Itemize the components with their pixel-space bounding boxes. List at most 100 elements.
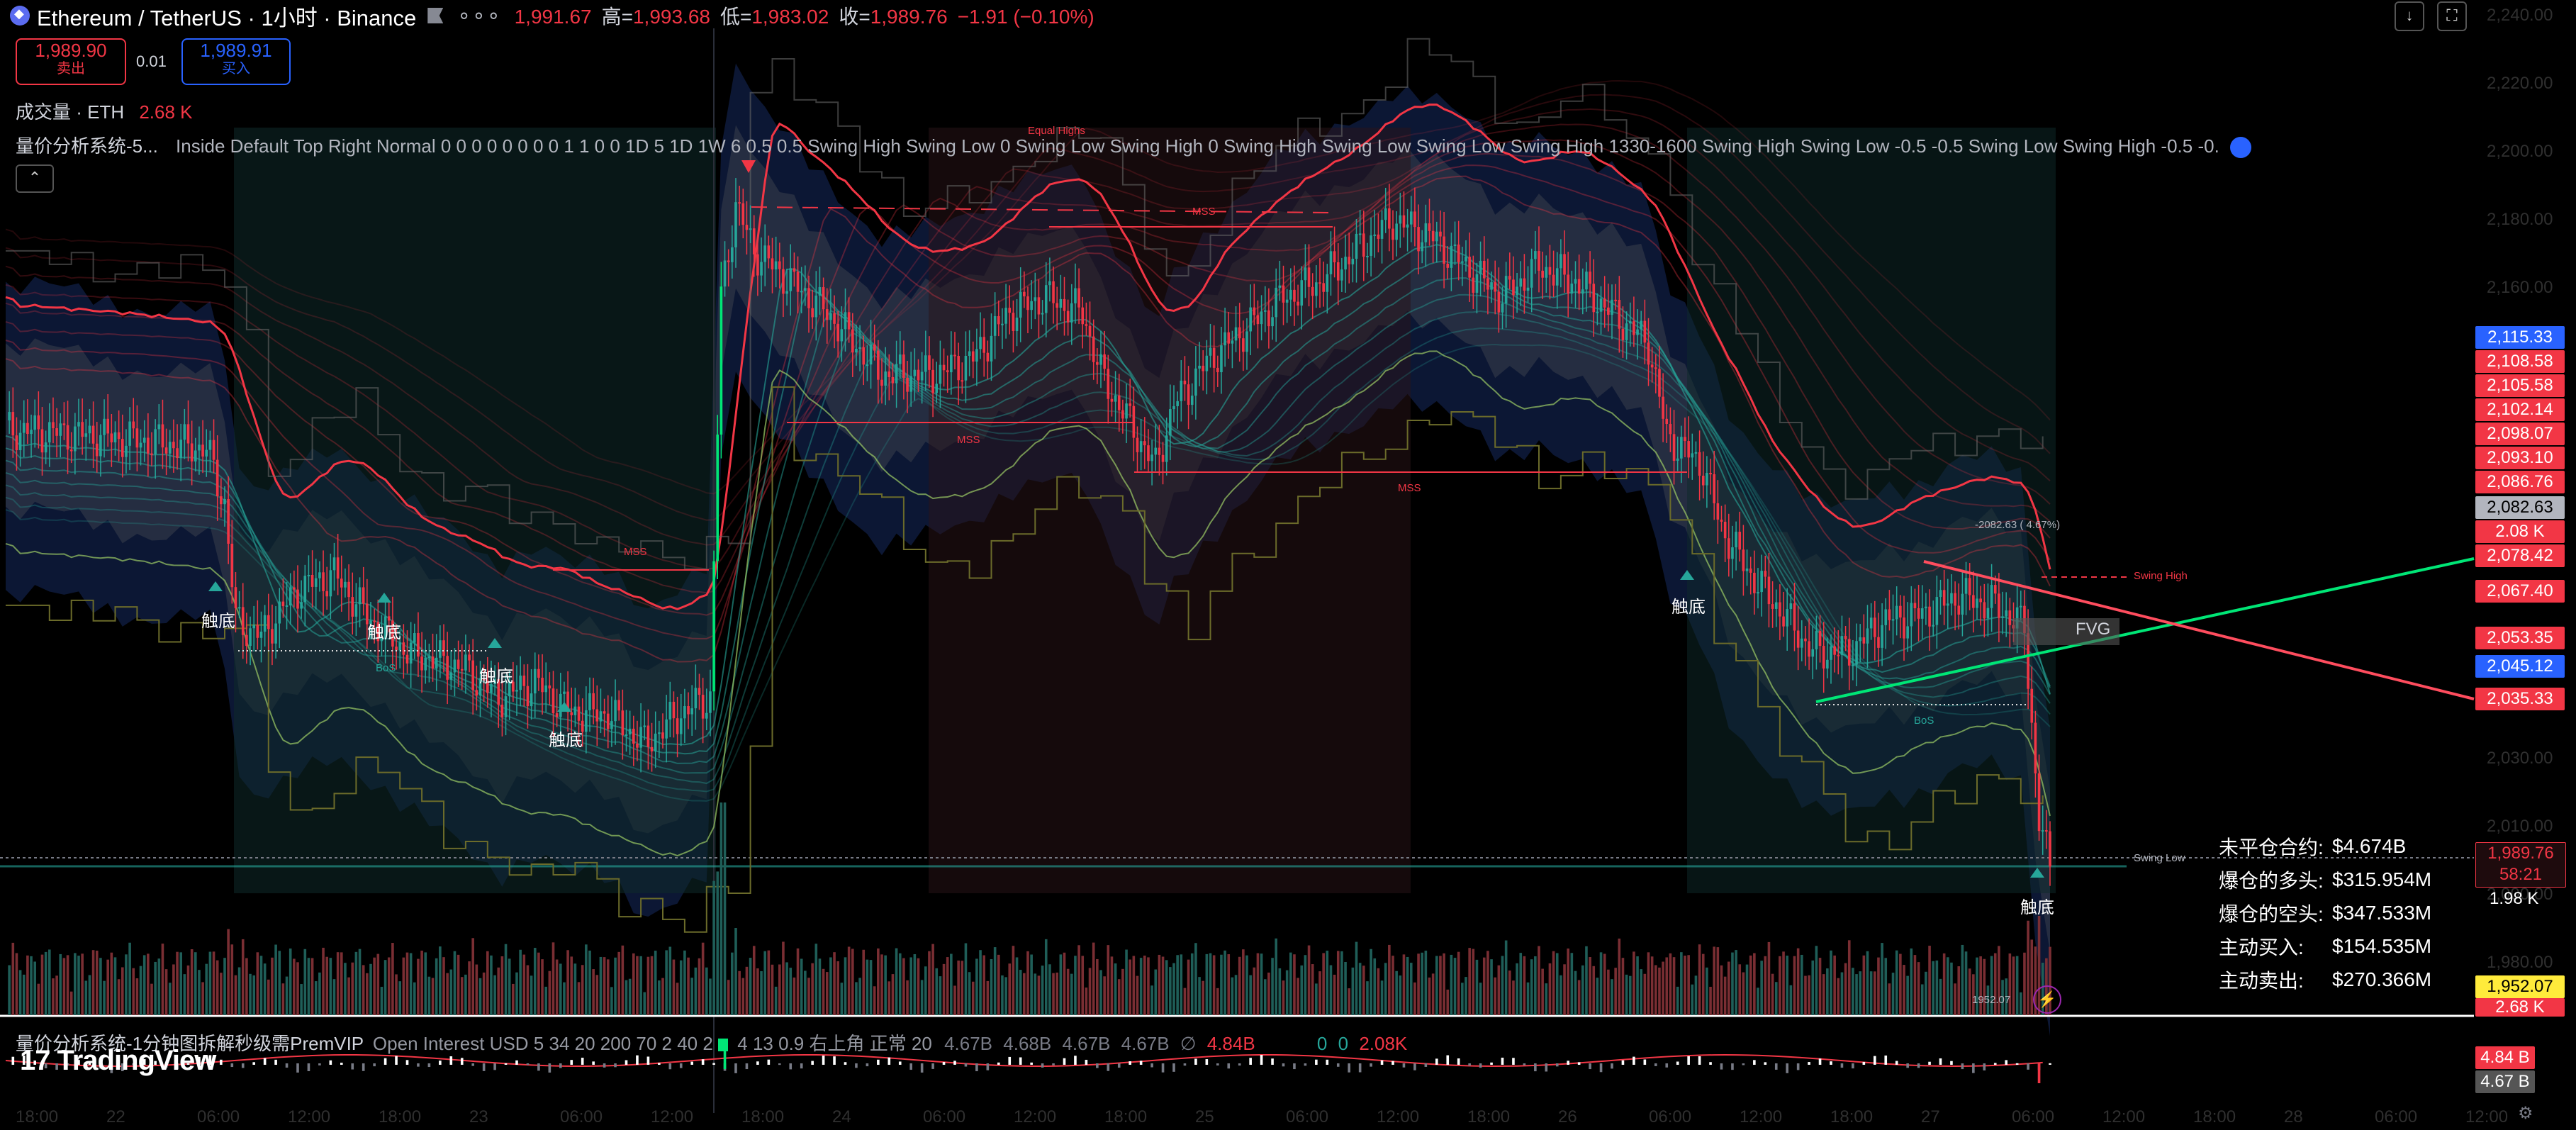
touch-bottom-marker <box>208 581 223 591</box>
candle-body <box>968 351 971 357</box>
candle-body <box>267 615 270 630</box>
oi-bar <box>1074 1056 1077 1065</box>
volume-bar <box>1636 956 1639 1015</box>
candle-body <box>1238 327 1241 339</box>
candle-body <box>1351 259 1355 264</box>
candle-body <box>512 681 515 692</box>
volume-bar <box>1326 950 1329 1015</box>
volume-bar <box>1552 951 1555 1015</box>
touch-bottom-marker <box>557 702 571 712</box>
collapse-legend-icon[interactable]: ⌃ <box>16 164 54 193</box>
candle-body <box>1472 277 1475 293</box>
volume-bar <box>135 978 139 1015</box>
oi-bar <box>1709 1062 1712 1065</box>
bos-label: BoS <box>376 662 396 674</box>
volume-bar <box>643 992 646 1015</box>
volume-bar <box>405 952 409 1015</box>
candle-body <box>1297 301 1299 306</box>
volume-bar <box>504 944 508 1015</box>
volume-bar <box>1961 944 1964 1015</box>
candle-body <box>1935 597 1939 625</box>
indicator-legend[interactable]: 量价分析系统-5... Inside Default Top Right Nor… <box>16 132 2252 159</box>
buy-button[interactable]: 1,989.91 买入 <box>181 38 291 85</box>
candle-body <box>1183 380 1187 385</box>
volume-bar <box>1486 951 1489 1015</box>
volume-bar <box>581 965 584 1015</box>
last-price: 1,989.76 <box>2487 844 2554 863</box>
candle-body <box>2015 607 2019 629</box>
price-tag: 2,108.58 <box>2475 350 2565 373</box>
more-icon[interactable]: ∘∘∘ <box>457 4 502 28</box>
time-tick-label: 18:00 <box>741 1107 785 1126</box>
oi-bar <box>449 1056 453 1065</box>
candle-body <box>1589 272 1591 284</box>
candle-body <box>836 323 840 342</box>
volume-bar <box>1672 957 1676 1015</box>
lightning-icon[interactable]: ⚡ <box>2033 985 2061 1014</box>
volume-bar <box>566 950 569 1015</box>
candle-body <box>1176 401 1179 406</box>
indicator-icon[interactable] <box>2230 137 2252 159</box>
candle-body <box>1293 289 1296 302</box>
volume-bar <box>490 955 493 1015</box>
volume-bar <box>259 956 263 1015</box>
candle-body <box>1336 262 1340 281</box>
oi-bar <box>1917 1063 1920 1068</box>
settings-icon[interactable]: ⚙ <box>2518 1104 2533 1123</box>
candle-body <box>1559 254 1562 269</box>
volume-legend[interactable]: 成交量 · ETH 2.68 K <box>16 98 193 124</box>
volume-bar <box>409 953 413 1015</box>
candle-body <box>220 496 223 505</box>
resistance-ma-line <box>5 108 2051 546</box>
candle-body <box>95 443 99 457</box>
resistance-ma-line <box>5 139 2051 594</box>
volume-bar <box>1497 965 1501 1015</box>
candle-body <box>873 344 876 351</box>
volume-bar <box>1450 954 1453 1015</box>
candle-body <box>1428 223 1431 231</box>
oi-legend[interactable]: 量价分析系统-1分钟图拆解秒级需PremVIP Open Interest US… <box>16 1029 1407 1056</box>
volume-bar <box>1920 984 1924 1015</box>
candle-body <box>1866 628 1869 644</box>
volume-bar <box>245 958 248 1015</box>
stats-value: $315.954M <box>2332 868 2432 890</box>
candle-body <box>1800 638 1803 648</box>
volume-bar <box>785 962 788 1015</box>
oi-bar <box>121 1063 124 1072</box>
volume-bar <box>1377 968 1380 1015</box>
candle-body <box>1596 311 1599 313</box>
candle-body <box>1567 274 1570 294</box>
volume-bar <box>2015 956 2019 1015</box>
oi-bar <box>1479 1063 1482 1068</box>
volume-bar <box>898 953 902 1015</box>
candle-body <box>774 261 778 270</box>
sell-button[interactable]: 1,989.90 卖出 <box>16 38 126 85</box>
candle-body <box>1209 347 1212 356</box>
volume-bar <box>300 984 303 1015</box>
volume-bar <box>351 962 354 1015</box>
volume-bar <box>997 954 1000 1015</box>
candle-body <box>1070 303 1073 323</box>
download-icon[interactable]: ↓ <box>2395 1 2424 31</box>
symbol-title[interactable]: Ethereum / TetherUS · 1小时 · Binance <box>37 5 417 30</box>
oi-bar <box>515 1060 518 1065</box>
candle-body <box>1117 395 1121 410</box>
red-trendline <box>1923 560 2475 700</box>
volume-bar <box>880 954 883 1015</box>
flag-icon[interactable] <box>427 8 444 23</box>
fullscreen-icon[interactable]: ⛶ <box>2437 1 2467 31</box>
close-label: 收= <box>839 6 870 28</box>
oi-tag-1: 4.84 B <box>2475 1046 2535 1069</box>
volume-bar <box>1891 973 1895 1015</box>
candle-body <box>1004 308 1007 324</box>
candle-body <box>278 601 281 624</box>
volume-bar <box>950 953 953 1015</box>
oi-bar <box>427 1063 431 1068</box>
oi-bar <box>1884 1055 1888 1065</box>
oi-bar <box>1764 1062 1767 1065</box>
volume-bar <box>1482 957 1486 1015</box>
volume-bar <box>1209 953 1212 1015</box>
candle-body <box>628 728 632 735</box>
volume-bar <box>694 967 698 1015</box>
